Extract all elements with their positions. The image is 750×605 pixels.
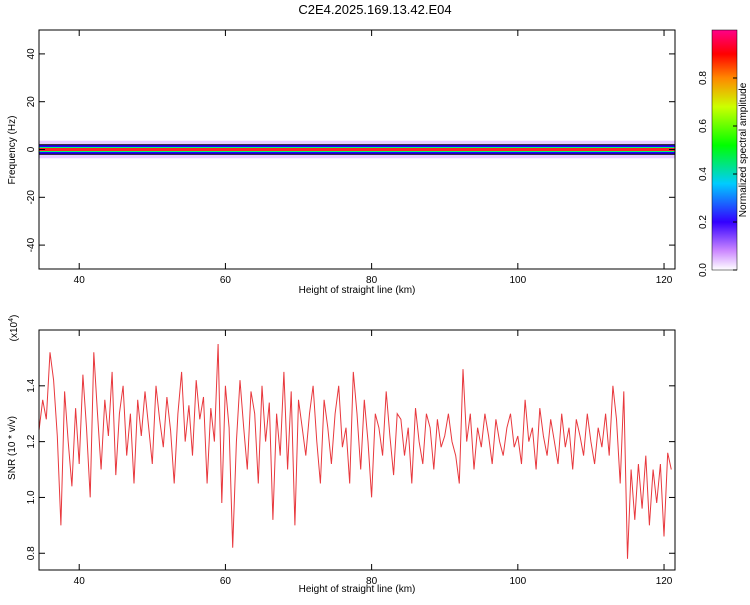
spectrogram-band-core (39, 148, 675, 151)
snr-multiplier: (x104) (8, 315, 20, 342)
x-tick-label: 100 (509, 275, 526, 286)
x-tick-label: 80 (366, 576, 378, 587)
y-tick-label: -40 (26, 237, 37, 252)
y-tick-label: 1.2 (26, 434, 37, 448)
x-tick-label: 40 (74, 576, 86, 587)
snr-frame (38, 329, 676, 571)
snr-series-line (39, 343, 672, 559)
x-tick-label: 60 (220, 576, 232, 587)
spectrogram-ylabel: Frequency (Hz) (7, 116, 18, 185)
colorbar-tick-label: 0.4 (698, 167, 709, 181)
chart-title: C2E4.2025.169.13.42.E04 (298, 2, 452, 17)
x-tick-label: 100 (509, 576, 526, 587)
snr-ylabel: SNR (10 * v/v) (7, 416, 18, 480)
y-tick-label: 1.0 (26, 490, 37, 504)
spectrogram-panel: 40 60 80 100 120 -40 -20 0 20 40 Height of strai… (7, 29, 676, 296)
colorbar-gradient (711, 29, 738, 271)
colorbar-tick-label: 0.6 (698, 119, 709, 133)
y-tick-label: 1.4 (26, 378, 37, 392)
y-tick-label: 20 (26, 96, 37, 108)
colorbar: 0.0 0.2 0.4 0.6 0.8 Normalized spectral ampl… (698, 29, 749, 277)
x-tick-label: 60 (220, 275, 232, 286)
y-tick-label: -20 (26, 190, 37, 205)
snr-xlabel: Height of straight line (km) (299, 584, 416, 595)
y-tick-label: 0.8 (26, 546, 37, 560)
colorbar-tick-label: 0.0 (698, 263, 709, 277)
x-tick-label: 120 (656, 275, 673, 286)
x-tick-label: 80 (366, 275, 378, 286)
colorbar-label: Normalized spectral amplitude (738, 82, 749, 217)
y-tick-label: 40 (26, 48, 37, 60)
colorbar-tick-label: 0.2 (698, 215, 709, 229)
y-tick-label: 0 (26, 146, 37, 152)
x-tick-label: 40 (74, 275, 86, 286)
snr-panel: 40 60 80 100 120 0.8 1.0 1.2 1.4 Height of stra… (7, 315, 676, 595)
spectrogram-xlabel: Height of straight line (km) (299, 285, 416, 296)
x-tick-label: 120 (656, 576, 673, 587)
colorbar-tick-label: 0.8 (698, 71, 709, 85)
